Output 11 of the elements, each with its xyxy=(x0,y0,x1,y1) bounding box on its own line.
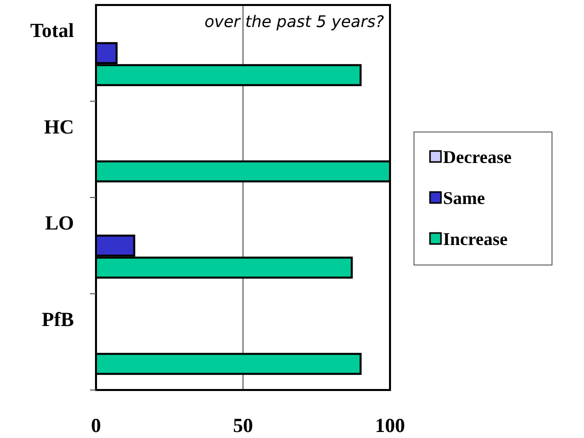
legend-label: Increase xyxy=(443,229,508,249)
x-tick-label: 50 xyxy=(233,415,253,437)
legend-label: Decrease xyxy=(443,147,512,167)
legend-label: Same xyxy=(443,188,486,208)
x-tick-label: 0 xyxy=(91,415,101,437)
y-tick-label: HC xyxy=(44,116,74,138)
y-tick-label: LO xyxy=(45,212,74,235)
y-tick-label: Total xyxy=(30,20,74,42)
x-tick-label: 100 xyxy=(375,415,405,437)
y-tick-label: PfB xyxy=(42,308,74,331)
text: over the past 5 years? xyxy=(204,12,384,31)
